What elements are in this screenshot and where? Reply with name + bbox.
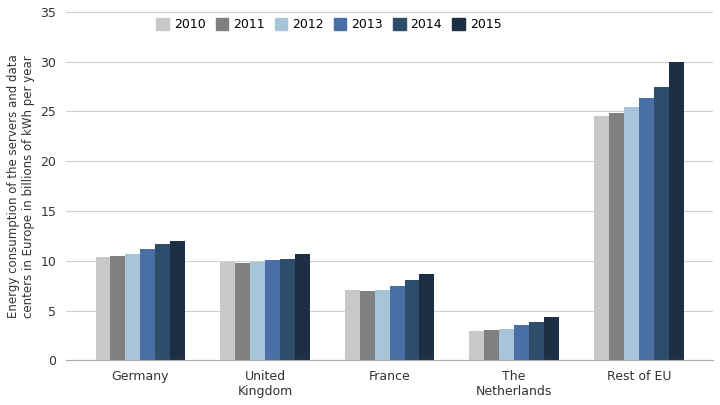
Y-axis label: Energy consumption of the servers and data
centers in Europe in billions of kWh : Energy consumption of the servers and da… [7,54,35,318]
Bar [110,256,125,360]
Bar [639,98,654,360]
Bar [374,290,390,360]
Bar [420,274,434,360]
Bar [514,326,529,360]
Bar [140,249,156,360]
Bar [170,241,185,360]
Bar [235,263,250,360]
Legend: 2010, 2011, 2012, 2013, 2014, 2015: 2010, 2011, 2012, 2013, 2014, 2015 [156,18,501,31]
Bar [594,117,609,360]
Bar [544,317,559,360]
Bar [654,87,669,360]
Bar [405,280,420,360]
Bar [220,262,235,360]
Bar [250,262,265,360]
Bar [345,290,360,360]
Bar [390,286,405,360]
Bar [360,291,374,360]
Bar [265,260,280,360]
Bar [669,62,684,360]
Bar [624,107,639,360]
Bar [295,254,310,360]
Bar [609,113,624,360]
Bar [499,330,514,360]
Bar [280,259,295,360]
Bar [156,244,170,360]
Bar [529,322,544,360]
Bar [485,330,499,360]
Bar [96,257,110,360]
Bar [469,331,485,360]
Bar [125,254,140,360]
